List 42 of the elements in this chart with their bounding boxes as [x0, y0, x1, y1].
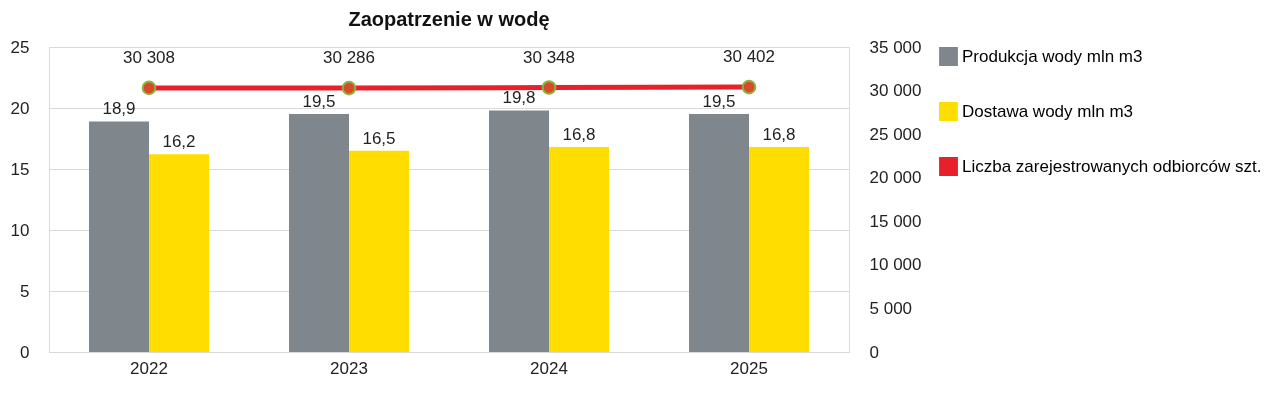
data-label: 16,8 — [562, 125, 596, 145]
y-tick-label: 0 — [20, 342, 30, 362]
y2-tick-label: 15 000 — [869, 211, 922, 231]
y2-tick-label: 0 — [869, 342, 879, 362]
y-tick-label: 20 — [10, 98, 30, 118]
y2-tick-label: 20 000 — [869, 168, 922, 188]
chart-title: Zaopatrzenie w wodę — [348, 8, 550, 30]
x-tick-label: 2022 — [130, 358, 168, 378]
data-label: 16,5 — [362, 128, 396, 148]
data-label: 30 402 — [723, 47, 775, 67]
x-tick-label: 2025 — [730, 358, 768, 378]
data-label: 19,8 — [502, 88, 536, 108]
data-label: 19,5 — [702, 92, 736, 112]
y-tick-label: 5 — [20, 281, 30, 301]
bar — [489, 110, 549, 352]
x-tick-label: 2023 — [330, 358, 368, 378]
y2-tick-label: 35 000 — [869, 37, 922, 57]
y-tick-label: 10 — [10, 220, 30, 240]
bar — [749, 147, 809, 352]
y-tick-label: 25 — [10, 37, 30, 57]
data-label: 19,5 — [302, 92, 336, 112]
y-tick-label: 15 — [10, 159, 30, 179]
y2-tick-label: 25 000 — [869, 124, 922, 144]
y2-tick-label: 5 000 — [869, 298, 913, 318]
bar — [689, 114, 749, 352]
y2-tick-label: 10 000 — [869, 255, 922, 275]
bar — [149, 154, 209, 352]
data-label: 16,8 — [762, 125, 796, 145]
bar — [549, 147, 609, 352]
data-label: 30 286 — [323, 48, 375, 68]
data-label: 18,9 — [102, 99, 136, 119]
y2-tick-label: 30 000 — [869, 81, 922, 101]
bar — [349, 150, 409, 352]
legend-label: Produkcja wody mln m3 — [962, 46, 1143, 66]
data-label: 30 308 — [123, 47, 175, 67]
legend-label: Dostawa wody mln m3 — [962, 101, 1134, 121]
x-tick-label: 2024 — [530, 358, 568, 378]
bar — [89, 121, 149, 352]
data-label: 16,2 — [162, 132, 196, 152]
data-label: 30 348 — [523, 47, 575, 67]
legend-label: Liczba zarejestrowanych odbiorców szt. — [962, 156, 1262, 176]
bar — [289, 114, 349, 352]
